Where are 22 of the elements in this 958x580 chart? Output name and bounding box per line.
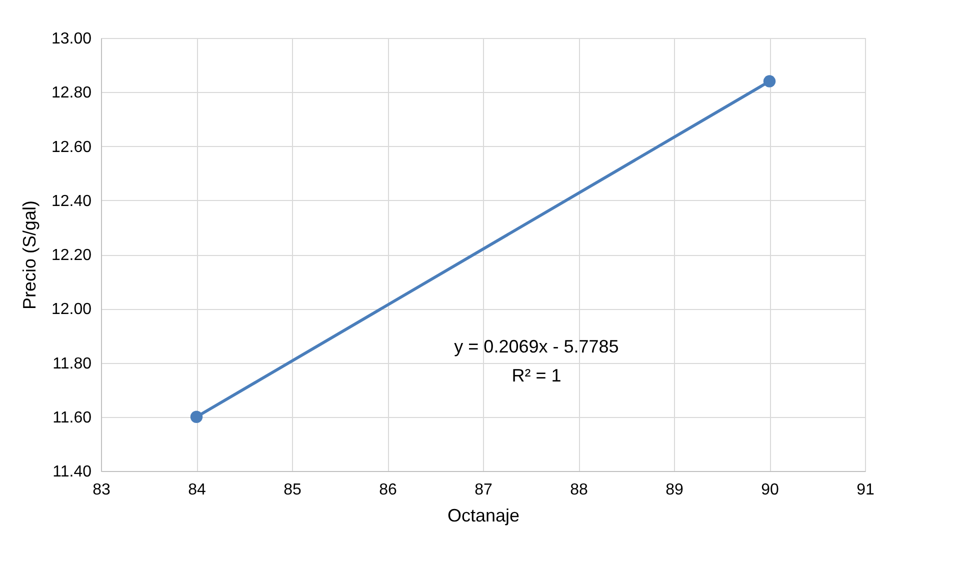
x-tick-label: 91 [856, 482, 874, 498]
x-tick-label: 88 [570, 482, 588, 498]
y-tick-label: 12.20 [51, 247, 92, 264]
y-tick-label: 12.00 [51, 301, 92, 318]
x-tick-label: 89 [666, 482, 684, 498]
y-tick-label: 11.60 [52, 409, 92, 426]
x-tick-label: 86 [379, 482, 397, 498]
x-tick-label: 90 [761, 482, 779, 498]
annotation: R² = 1 [512, 366, 562, 386]
y-tick-label: 13.00 [51, 30, 92, 48]
x-tick-label: 87 [474, 482, 492, 498]
x-tick-label: 83 [92, 482, 110, 498]
x-tick-label: 84 [188, 482, 206, 498]
y-axis-title: Precio (S/gal) [19, 200, 40, 310]
y-tick-label: 12.80 [51, 84, 92, 102]
annotation: y = 0.2069x - 5.7785 [454, 336, 619, 357]
y-tick-label: 11.40 [52, 464, 92, 480]
y-tick-label: 11.80 [52, 355, 92, 372]
y-tick-label: 12.60 [51, 138, 92, 156]
y-tick-label: 12.40 [51, 192, 92, 210]
x-axis-title: Octanaje [447, 506, 520, 526]
x-tick-label: 85 [284, 482, 302, 498]
